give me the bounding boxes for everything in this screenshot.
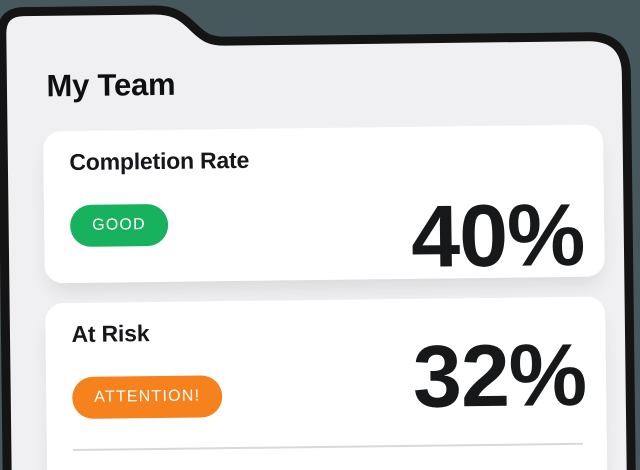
- metric-value: 32%: [412, 324, 587, 426]
- status-badge-attention: ATTENTION!: [72, 375, 223, 420]
- metric-value: 40%: [410, 184, 585, 286]
- card-title: Completion Rate: [69, 146, 250, 176]
- status-badge-good: GOOD: [69, 203, 169, 248]
- divider: [72, 442, 583, 452]
- metric-card-at-risk: At Risk ATTENTION! 32%: [45, 296, 608, 470]
- metric-card-completion-rate: Completion Rate GOOD 40%: [43, 124, 605, 286]
- page-title: My Team: [46, 66, 176, 104]
- card-title: At Risk: [71, 320, 150, 348]
